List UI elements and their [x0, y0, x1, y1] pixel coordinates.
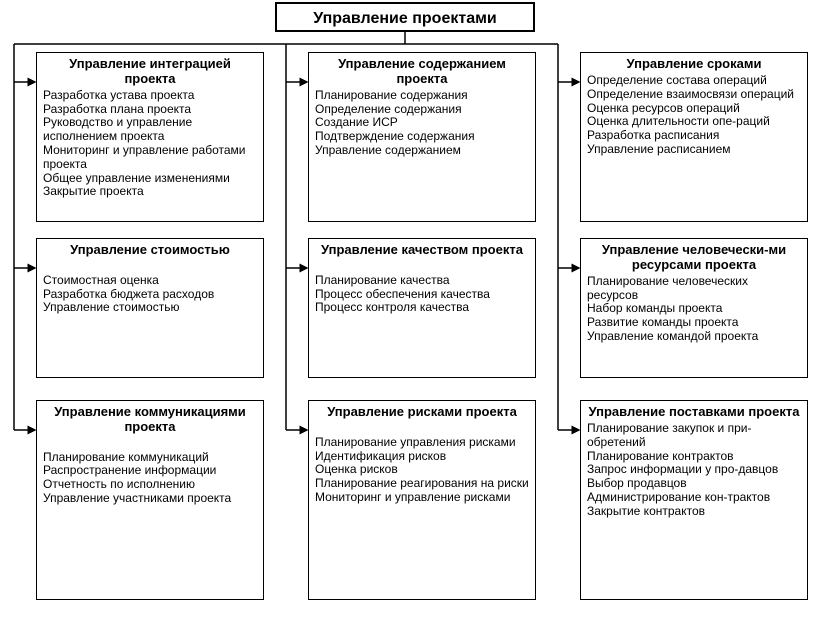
- box-item: Запрос информации у про-давцов: [587, 463, 801, 477]
- box-item: Закрытие проекта: [43, 185, 257, 199]
- box-items: Определение состава операцийОпределение …: [587, 74, 801, 157]
- knowledge-area-box: Управление рисками проекта Планирование …: [308, 400, 536, 600]
- box-item: Планирование контрактов: [587, 450, 801, 464]
- box-title: Управление коммуникациями проекта: [43, 405, 257, 435]
- box-item: Оценка длительности опе-раций: [587, 115, 801, 129]
- box-title: Управление интеграцией проекта: [43, 57, 257, 87]
- box-item: Оценка ресурсов операций: [587, 102, 801, 116]
- box-item: Планирование коммуникаций: [43, 451, 257, 465]
- box-item: Планирование реагирования на риски: [315, 477, 529, 491]
- box-item: Управление участниками проекта: [43, 492, 257, 506]
- box-item: [315, 260, 529, 274]
- box-item: Определение взаимосвязи операций: [587, 88, 801, 102]
- box-items: Планирование коммуникацийРаспространение…: [43, 437, 257, 506]
- box-title: Управление содержанием проекта: [315, 57, 529, 87]
- box-item: Мониторинг и управление работами проекта: [43, 144, 257, 172]
- box-item: Планирование закупок и при-обретений: [587, 422, 801, 450]
- knowledge-area-box: Управление стоимостью Стоимостная оценка…: [36, 238, 264, 378]
- box-item: Идентификация рисков: [315, 450, 529, 464]
- box-item: Планирование человеческих ресурсов: [587, 275, 801, 303]
- box-item: Оценка рисков: [315, 463, 529, 477]
- root-node: Управление проектами: [275, 2, 535, 32]
- box-item: [315, 422, 529, 436]
- knowledge-area-box: Управление человечески-ми ресурсами прое…: [580, 238, 808, 378]
- box-item: Развитие команды проекта: [587, 316, 801, 330]
- box-item: Набор команды проекта: [587, 302, 801, 316]
- box-item: Определение состава операций: [587, 74, 801, 88]
- box-item: Управление стоимостью: [43, 301, 257, 315]
- box-item: Стоимостная оценка: [43, 274, 257, 288]
- box-item: Отчетность по исполнению: [43, 478, 257, 492]
- box-item: Разработка расписания: [587, 129, 801, 143]
- box-item: Определение содержания: [315, 103, 529, 117]
- box-title: Управление рисками проекта: [315, 405, 529, 420]
- box-item: Руководство и управление исполнением про…: [43, 116, 257, 144]
- box-item: Мониторинг и управление рисками: [315, 491, 529, 505]
- box-items: Планирование человеческих ресурсовНабор …: [587, 275, 801, 344]
- box-item: Общее управление изменениями: [43, 172, 257, 186]
- box-item: Управление командой проекта: [587, 330, 801, 344]
- box-title: Управление человечески-ми ресурсами прое…: [587, 243, 801, 273]
- root-label: Управление проектами: [313, 10, 497, 27]
- box-item: Создание ИСР: [315, 116, 529, 130]
- box-title: Управление поставками проекта: [587, 405, 801, 420]
- box-items: Планирование закупок и при-обретенийПлан…: [587, 422, 801, 519]
- box-item: Разработка плана проекта: [43, 103, 257, 117]
- box-item: Планирование качества: [315, 274, 529, 288]
- knowledge-area-box: Управление поставками проекта Планировани…: [580, 400, 808, 600]
- box-item: Процесс контроля качества: [315, 301, 529, 315]
- box-item: Выбор продавцов: [587, 477, 801, 491]
- box-title: Управление сроками: [587, 57, 801, 72]
- box-item: Подтверждение содержания: [315, 130, 529, 144]
- box-item: Разработка устава проекта: [43, 89, 257, 103]
- box-item: Планирование содержания: [315, 89, 529, 103]
- box-item: Процесс обеспечения качества: [315, 288, 529, 302]
- box-items: Планирование качестваПроцесс обеспечения…: [315, 260, 529, 315]
- box-items: Планирование содержанияОпределение содер…: [315, 89, 529, 158]
- box-items: Стоимостная оценкаРазработка бюджета рас…: [43, 260, 257, 315]
- knowledge-area-box: Управление качеством проекта Планировани…: [308, 238, 536, 378]
- knowledge-area-box: Управление сроками Определение состава оп…: [580, 52, 808, 222]
- box-item: Администрирование кон-трактов: [587, 491, 801, 505]
- box-items: Планирование управления рискамиИдентифик…: [315, 422, 529, 505]
- box-item: Разработка бюджета расходов: [43, 288, 257, 302]
- box-item: [43, 437, 257, 451]
- box-item: Распространение информации: [43, 464, 257, 478]
- box-item: [43, 260, 257, 274]
- box-items: Разработка устава проектаРазработка план…: [43, 89, 257, 199]
- box-item: Управление расписанием: [587, 143, 801, 157]
- box-title: Управление качеством проекта: [315, 243, 529, 258]
- knowledge-area-box: Управление коммуникациями проекта Планир…: [36, 400, 264, 600]
- box-item: Управление содержанием: [315, 144, 529, 158]
- box-item: Закрытие контрактов: [587, 505, 801, 519]
- knowledge-area-box: Управление содержанием проектаПланирован…: [308, 52, 536, 222]
- box-item: Планирование управления рисками: [315, 436, 529, 450]
- knowledge-area-box: Управление интеграцией проектаРазработка…: [36, 52, 264, 222]
- box-title: Управление стоимостью: [43, 243, 257, 258]
